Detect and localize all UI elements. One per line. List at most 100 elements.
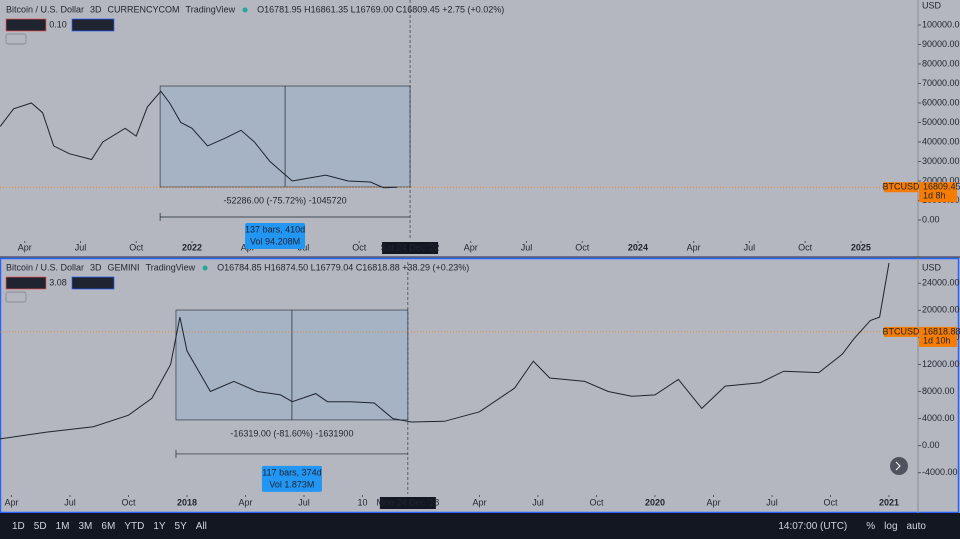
x-tick-label: Apr (464, 242, 478, 252)
y-tick-label: 0.00 (922, 214, 940, 224)
y-tick-label: 4000.00 (922, 413, 955, 423)
x-tick-label: Oct (575, 242, 590, 252)
x-tick-label: Apr (687, 242, 701, 252)
measure-change: -52286.00 (-75.72%) -1045720 (224, 195, 347, 205)
price-line (0, 262, 890, 440)
x-tick-label: Jul (298, 497, 310, 507)
collapse-button (5, 33, 27, 45)
range-button[interactable]: 1D (12, 520, 25, 532)
bid-price: 16815.65 (7, 277, 45, 287)
measure-change: -16319.00 (-81.60%) -1631900 (230, 428, 353, 438)
scroll-button[interactable] (890, 457, 908, 475)
header-title: Bitcoin / U.S. Dollar (6, 262, 84, 272)
y-tick-label: 12000.00 (922, 359, 960, 369)
header-title: Bitcoin / U.S. Dollar (6, 4, 84, 14)
status-dot (202, 265, 208, 271)
clock[interactable]: 14:07:00 (UTC) (778, 520, 848, 532)
y-tick-label: -4000.00 (922, 467, 958, 477)
range-button[interactable]: 5D (33, 520, 47, 532)
x-tick-label: Oct (798, 242, 813, 252)
x-tick-label: 2025 (851, 242, 871, 252)
header-brand: TradingView (146, 262, 196, 272)
y-tick-label: 80000.00 (922, 58, 960, 68)
ask-box (71, 276, 115, 290)
x-tick-label: Oct (129, 242, 144, 252)
x-tick-label: 2022 (182, 242, 202, 252)
x-tick-label: Oct (121, 497, 136, 507)
symbol-label: BTCUSD (882, 326, 920, 336)
y-tick-label: 24000.00 (922, 278, 960, 288)
chart-area: 0.0010000.0020000.0030000.0040000.005000… (0, 0, 960, 513)
y-tick-label: 70000.00 (922, 78, 960, 88)
x-tick-label: 2018 (177, 497, 197, 507)
scroll-arrow (895, 461, 901, 471)
header-interval: 3D (90, 262, 102, 272)
symbol-badge (884, 326, 918, 337)
y-tick-label: 50000.00 (922, 117, 960, 127)
ask-price: 16809.55 (74, 19, 112, 29)
log-toggle[interactable]: log (884, 520, 898, 532)
x-tick-label: Jul (744, 242, 756, 252)
x-tick-label: 2024 (628, 242, 648, 252)
range-button[interactable]: YTD (124, 520, 145, 532)
percent-toggle[interactable]: % (866, 520, 876, 532)
currency-label: USD (922, 0, 942, 10)
x-tick-label: Jul (532, 497, 544, 507)
countdown-label: 1d 10h (923, 335, 951, 345)
x-tick-label: Apr (238, 497, 252, 507)
x-tick-label: Jul (64, 497, 76, 507)
auto-toggle[interactable]: auto (906, 520, 926, 532)
x-tick-label: Apr (18, 242, 32, 252)
symbol-label: BTCUSD (882, 182, 920, 192)
header-brand: TradingView (186, 4, 236, 14)
y-tick-label: 0.00 (922, 440, 940, 450)
collapse-button (5, 291, 27, 303)
price-badge (919, 326, 957, 347)
measure-info-box (261, 465, 322, 492)
x-tick-label: Oct (823, 497, 838, 507)
active-pane-border (0, 257, 960, 513)
range-button[interactable]: 3M (78, 520, 93, 532)
range-button[interactable]: 6M (101, 520, 116, 532)
range-button[interactable]: 1Y (153, 520, 166, 532)
measure-info-box (245, 223, 306, 250)
crosshair-badge (382, 242, 439, 254)
bottom-toolbar: 1D 5D 1M 3M 6M YTD 1Y 5Y All 14:07:00 (UTC)% log au… (0, 513, 960, 539)
symbol-badge (884, 182, 918, 193)
x-tick-label: 10 (357, 497, 367, 507)
ask-price: 16818.73 (74, 277, 112, 287)
bid-price: 16809.45 (7, 19, 45, 29)
y-tick-label: 20000.00 (922, 175, 960, 185)
x-tick-label: Apr (472, 497, 486, 507)
x-tick-label: Oct (589, 497, 604, 507)
y-tick-label: 30000.00 (922, 156, 960, 166)
y-tick-label: 60000.00 (922, 97, 960, 107)
crosshair-badge (379, 497, 436, 509)
x-tick-label: Jul (521, 242, 533, 252)
bid-box (5, 18, 47, 32)
measure-bars: 137 bars, 410d (245, 224, 305, 234)
y-tick-label: 8000.00 (922, 386, 955, 396)
header-exchange: GEMINI (108, 262, 140, 272)
price-line (0, 90, 398, 189)
spread: 3.08 (49, 277, 67, 287)
x-tick-label: 2020 (645, 497, 665, 507)
currency-label: USD (922, 262, 942, 272)
crosshair-label: Mon 24 Dec '18 (376, 497, 439, 507)
x-tick-label: Oct (352, 242, 367, 252)
x-tick-label: Apr (4, 497, 18, 507)
bid-box (5, 276, 47, 290)
header-interval: 3D (90, 4, 102, 14)
measure-volume: Vol 94.208M (250, 236, 300, 246)
range-button[interactable]: 5Y (174, 520, 187, 532)
y-tick-label: 40000.00 (922, 136, 960, 146)
y-tick-label: 90000.00 (922, 39, 960, 49)
range-button[interactable]: All (195, 520, 207, 532)
ask-box (71, 18, 115, 32)
last-price-label: 16809.45 (923, 182, 960, 192)
ohlc-values: O16784.85 H16874.50 L16779.04 C16818.88 … (217, 262, 469, 272)
range-button[interactable]: 1M (55, 520, 70, 532)
status-dot (242, 7, 248, 13)
crosshair-label: Sat 24 Dec '22 (381, 242, 440, 252)
